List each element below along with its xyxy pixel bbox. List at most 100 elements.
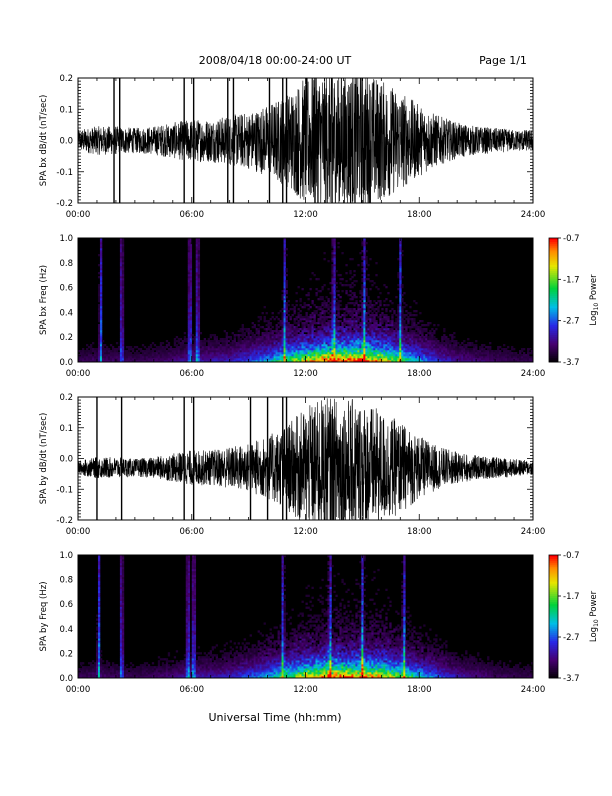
heatmap-cell: [108, 354, 110, 356]
heatmap-cell: [116, 668, 118, 670]
heatmap-cell: [335, 350, 337, 352]
heatmap-cell: [272, 348, 274, 350]
heatmap-cell: [323, 342, 325, 344]
heatmap-cell: [122, 656, 124, 658]
heatmap-cell: [317, 322, 319, 324]
heatmap-cell: [142, 344, 144, 346]
heatmap-cell: [385, 330, 387, 332]
heatmap-cell: [333, 256, 335, 258]
heatmap-cell: [286, 286, 288, 288]
heatmap-cell: [188, 282, 190, 284]
heatmap-cell: [345, 306, 347, 308]
heatmap-cell: [325, 328, 327, 330]
heatmap-cell: [373, 338, 375, 340]
heatmap-cell: [88, 662, 90, 664]
heatmap-cell: [407, 338, 409, 340]
heatmap-cell: [308, 340, 310, 342]
heatmap-cell: [266, 352, 268, 354]
heatmap-cell: [120, 670, 122, 672]
heatmap-cell: [110, 358, 112, 360]
heatmap-cell: [254, 334, 256, 336]
heatmap-cell: [431, 338, 433, 340]
heatmap-cell: [423, 346, 425, 348]
heatmap-cell: [224, 330, 226, 332]
heatmap-cell: [196, 324, 198, 326]
heatmap-cell: [329, 316, 331, 318]
heatmap-cell: [292, 304, 294, 306]
heatmap-cell: [333, 320, 335, 322]
heatmap-cell: [333, 276, 335, 278]
heatmap-cell: [100, 300, 102, 302]
heatmap-cell: [254, 348, 256, 350]
heatmap-cell: [383, 334, 385, 336]
heatmap-cell: [114, 672, 116, 674]
heatmap-cell: [260, 348, 262, 350]
heatmap-cell: [120, 646, 122, 648]
heatmap-cell: [365, 346, 367, 348]
heatmap-cell: [527, 356, 529, 358]
heatmap-cell: [120, 666, 122, 668]
heatmap-cell: [100, 270, 102, 272]
heatmap-cell: [337, 332, 339, 334]
heatmap-cell: [331, 304, 333, 306]
heatmap-cell: [272, 344, 274, 346]
heatmap-cell: [415, 314, 417, 316]
heatmap-cell: [104, 670, 106, 672]
heatmap-cell: [317, 330, 319, 332]
heatmap-cell: [292, 348, 294, 350]
heatmap-cell: [387, 336, 389, 338]
heatmap-cell: [196, 294, 198, 296]
y-axis-title: SPA by dB/dt (nT/sec): [39, 413, 49, 505]
heatmap-cell: [120, 356, 122, 358]
heatmap-cell: [100, 286, 102, 288]
heatmap-cell: [120, 618, 122, 620]
heatmap-cell: [122, 290, 124, 292]
heatmap-cell: [341, 308, 343, 310]
heatmap-cell: [228, 354, 230, 356]
heatmap-cell: [254, 352, 256, 354]
heatmap-cell: [399, 356, 401, 358]
heatmap-cell: [359, 304, 361, 306]
heatmap-cell: [413, 334, 415, 336]
heatmap-cell: [166, 346, 168, 348]
heatmap-cell: [451, 348, 453, 350]
heatmap-cell: [413, 338, 415, 340]
heatmap-cell: [284, 300, 286, 302]
heatmap-cell: [357, 320, 359, 322]
heatmap-cell: [204, 346, 206, 348]
heatmap-cell: [417, 332, 419, 334]
heatmap-cell: [451, 344, 453, 346]
heatmap-cell: [230, 352, 232, 354]
heatmap-cell: [258, 334, 260, 336]
heatmap-cell: [280, 310, 282, 312]
heatmap-cell: [268, 342, 270, 344]
heatmap-cell: [286, 302, 288, 304]
heatmap-cell: [234, 354, 236, 356]
heatmap-cell: [333, 324, 335, 326]
heatmap-cell: [333, 252, 335, 254]
heatmap-cell: [395, 356, 397, 358]
heatmap-cell: [120, 613, 122, 615]
heatmap-cell: [325, 350, 327, 352]
heatmap-cell: [196, 240, 198, 242]
heatmap-cell: [280, 354, 282, 356]
heatmap-cell: [309, 336, 311, 338]
heatmap-cell: [270, 322, 272, 324]
heatmap-cell: [298, 328, 300, 330]
heatmap-cell: [361, 250, 363, 252]
heatmap-cell: [395, 354, 397, 356]
y-tick-label: 0.0: [59, 137, 73, 147]
heatmap-cell: [363, 316, 365, 318]
heatmap-cell: [188, 336, 190, 338]
heatmap-cell: [236, 346, 238, 348]
heatmap-cell: [515, 358, 517, 360]
heatmap-cell: [96, 670, 98, 672]
heatmap-cell: [317, 346, 319, 348]
heatmap-cell: [122, 258, 124, 260]
heatmap-cell: [311, 358, 313, 360]
heatmap-cell: [415, 346, 417, 348]
heatmap-cell: [361, 288, 363, 290]
heatmap-cell: [184, 340, 186, 342]
heatmap-cell: [112, 668, 114, 670]
